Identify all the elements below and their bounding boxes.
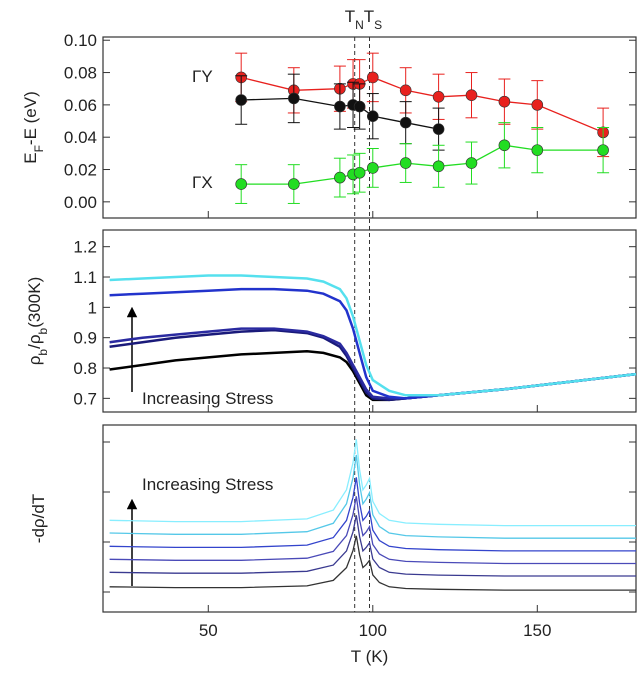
y-tick-label: 0.04	[64, 128, 97, 147]
y-axis-label-part: F	[32, 145, 46, 152]
series-label: ΓX	[192, 173, 213, 192]
annotation: Increasing Stress	[142, 389, 273, 408]
data-point	[597, 144, 609, 156]
series-line	[109, 496, 636, 565]
y-tick-label: 1	[88, 298, 97, 317]
y-axis-label-part: (300K)	[25, 277, 44, 328]
y-tick-label: 0.10	[64, 31, 97, 50]
y-axis-label-part: ρ	[25, 356, 44, 366]
y-axis-label-part: b	[36, 327, 50, 334]
x-tick-label: 100	[359, 621, 387, 640]
y-axis-label-part: /ρ	[25, 334, 44, 348]
y-axis-label: ρb/ρb(300K)	[25, 277, 50, 365]
series-label: ΓY	[192, 67, 213, 86]
series-line	[109, 515, 636, 577]
data-point	[334, 100, 346, 113]
data-point	[399, 157, 412, 169]
series-line	[109, 535, 636, 591]
data-point	[353, 100, 366, 113]
x-tick-label: 150	[523, 621, 551, 640]
y-tick-label: 0.9	[73, 329, 97, 348]
x-tick-label: 50	[199, 621, 218, 640]
data-point	[432, 123, 445, 135]
y-tick-label: 0.08	[64, 64, 97, 83]
data-point	[465, 157, 478, 169]
data-point	[432, 90, 445, 103]
series-line	[109, 477, 636, 552]
data-point	[399, 116, 412, 129]
series-line	[109, 439, 636, 527]
data-point	[366, 162, 379, 174]
y-axis-label-part: -dρ/dT	[29, 494, 48, 543]
data-point	[334, 171, 346, 184]
y-tick-label: 0.7	[73, 389, 97, 408]
y-tick-label: 1.1	[73, 268, 97, 287]
plot-frame	[102, 424, 637, 613]
y-tick-label: 0.02	[64, 161, 97, 180]
transition-label-part: S	[374, 18, 382, 32]
data-point	[432, 160, 445, 173]
data-point	[531, 99, 544, 111]
y-axis-label-part: b	[36, 349, 50, 356]
data-point	[366, 110, 379, 122]
series-line	[109, 454, 636, 539]
data-point	[498, 139, 511, 152]
y-axis-label: -dρ/dT	[29, 494, 48, 543]
data-point	[498, 95, 511, 108]
plot-frame	[102, 229, 637, 413]
data-point	[235, 94, 247, 106]
y-axis-label: EF-E (eV)	[21, 91, 46, 164]
x-axis-label: T (K)	[351, 647, 388, 666]
transition-label-part: T	[364, 7, 374, 26]
data-point	[235, 178, 247, 190]
data-point	[366, 71, 379, 84]
y-axis-label-part: E	[21, 152, 40, 163]
data-point	[399, 84, 412, 97]
data-point	[465, 89, 478, 101]
transition-label-part: N	[355, 18, 364, 32]
y-tick-label: 0.06	[64, 96, 97, 115]
data-point	[288, 92, 300, 105]
y-tick-label: 0.8	[73, 359, 97, 378]
plot-frame	[102, 36, 637, 219]
annotation: Increasing Stress	[142, 475, 273, 494]
data-point	[531, 144, 544, 156]
transition-label-part: T	[345, 7, 355, 26]
y-tick-label: 0.00	[64, 193, 97, 212]
transition-label: TNTS	[345, 7, 382, 32]
data-point	[353, 166, 366, 179]
series-line	[109, 274, 637, 397]
data-point	[288, 178, 300, 190]
y-tick-label: 1.2	[73, 238, 97, 257]
y-axis-label-part: -E (eV)	[21, 91, 40, 145]
